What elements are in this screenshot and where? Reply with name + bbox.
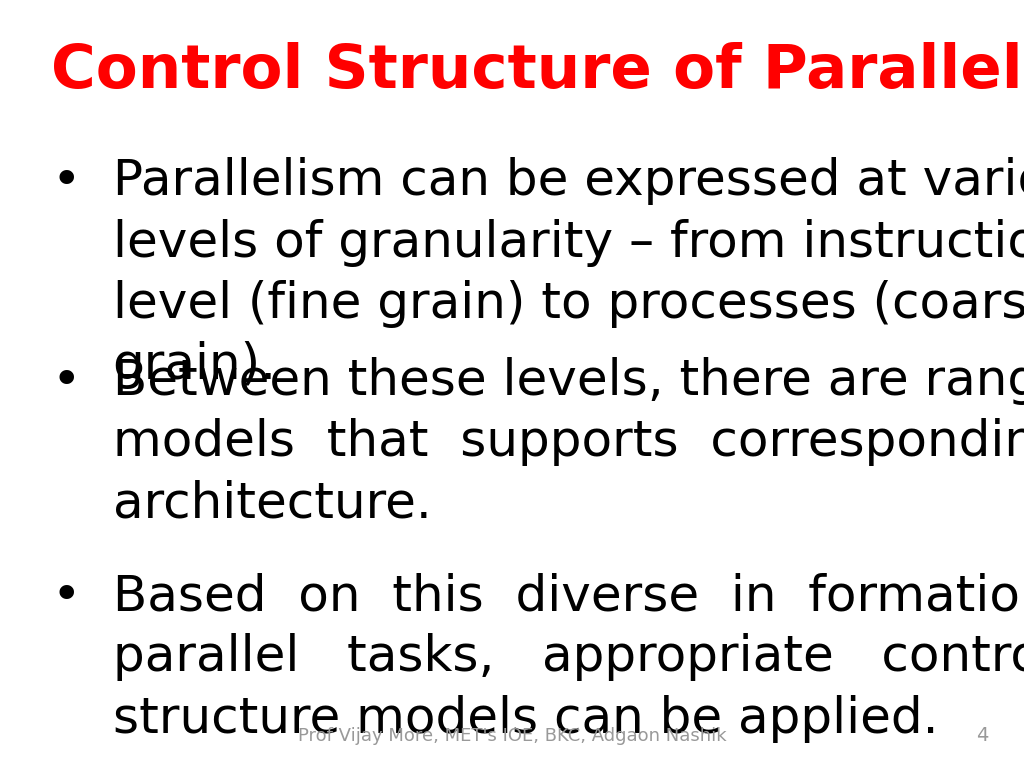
Text: Between these levels, there are range of
models  that  supports  corresponding
a: Between these levels, there are range of… xyxy=(113,357,1024,528)
Text: •: • xyxy=(51,572,81,621)
Text: Based  on  this  diverse  in  formation  of
parallel   tasks,   appropriate   co: Based on this diverse in formation of pa… xyxy=(113,572,1024,743)
Text: Control Structure of Parallel Programs: Control Structure of Parallel Programs xyxy=(51,42,1024,101)
Text: 4: 4 xyxy=(976,726,988,745)
Text: •: • xyxy=(51,357,81,406)
Text: Parallelism can be expressed at various
levels of granularity – from instruction: Parallelism can be expressed at various … xyxy=(113,157,1024,389)
Text: Prof Vijay More, MET's IOE, BKC, Adgaon Nashik: Prof Vijay More, MET's IOE, BKC, Adgaon … xyxy=(298,727,726,745)
Text: •: • xyxy=(51,157,81,205)
